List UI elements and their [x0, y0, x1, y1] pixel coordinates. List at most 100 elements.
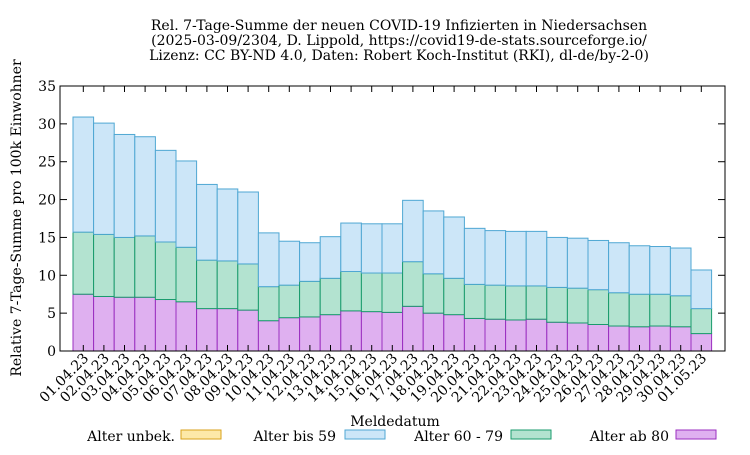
bar-segment [196, 259, 218, 310]
legend-swatch [344, 429, 386, 440]
legend-label: Alter ab 80 [589, 429, 669, 445]
bar-segment [690, 269, 713, 310]
bar-segment [113, 133, 136, 238]
bar-segment [340, 222, 362, 273]
bar-segment [154, 149, 177, 243]
x-axis-label: Meldedatum [350, 414, 440, 430]
legend-label: Alter unbek. [86, 429, 175, 445]
bar-segment [319, 236, 342, 279]
bar-segment [134, 235, 156, 298]
bar-segment [422, 210, 445, 275]
bar-segment [257, 232, 280, 288]
chart-title-line: Lizenz: CC BY-ND 4.0, Daten: Robert Koch… [149, 48, 649, 64]
legend-swatch [180, 429, 222, 440]
legend-label: Alter bis 59 [252, 429, 336, 445]
bar-segment [154, 299, 177, 352]
y-ticks: 0 5 10 15 20 25 30 35 [38, 79, 725, 360]
bar-segment [566, 237, 589, 289]
bar-segment [216, 260, 239, 310]
bar-segment [484, 230, 507, 286]
chart-title: Rel. 7-Tage-Summe der neuen COVID-19 Inf… [149, 18, 649, 64]
bar-segment [628, 293, 651, 328]
bar-segment [175, 160, 198, 248]
bar-segment [381, 223, 404, 274]
bar-segment [463, 283, 486, 319]
bar-segment [649, 246, 671, 295]
bar-segment [463, 227, 486, 285]
bar-segment [72, 231, 95, 295]
bar-segment [402, 261, 424, 307]
y-tick-label: 20 [38, 193, 56, 209]
bar-segment [525, 230, 548, 287]
bar-segment [216, 308, 239, 352]
bar-segment [690, 308, 713, 335]
legend-swatch [675, 429, 717, 440]
bar-segment [93, 295, 115, 352]
chart-title-line: Rel. 7-Tage-Summe der neuen COVID-19 Inf… [151, 18, 647, 34]
y-tick-label: 35 [38, 79, 56, 95]
bar-segment [360, 272, 383, 313]
bar-segment [443, 277, 465, 316]
bar-segment [237, 309, 259, 352]
bar-segment [154, 241, 177, 301]
bar-segment [113, 236, 136, 298]
bar-segment [525, 285, 548, 320]
bar-segment [237, 263, 259, 311]
bar-segment [319, 277, 342, 316]
bar-segment [93, 233, 115, 297]
legend-swatch [510, 429, 552, 440]
bar-segment [608, 242, 630, 294]
y-tick-label: 30 [38, 117, 56, 133]
bar-segment [484, 284, 507, 320]
bar-segment [402, 305, 424, 352]
bar-segment [505, 285, 527, 321]
bar-segment [443, 216, 465, 279]
legend: Alter unbek. Alter bis 59 Alter 60 - 79 Alt… [86, 429, 717, 445]
bar-segment [196, 183, 218, 261]
bars [72, 116, 713, 352]
bar-segment [546, 236, 568, 288]
bar-segment [196, 308, 218, 352]
bar-segment [216, 188, 239, 262]
bar-segment [340, 271, 362, 312]
bar-segment [175, 301, 198, 352]
bar-segment [628, 245, 651, 295]
y-tick-label: 0 [47, 344, 56, 360]
bar-segment [402, 199, 424, 263]
y-tick-label: 15 [38, 230, 56, 246]
y-axis-label: Relative 7-Tage-Summe pro 100k Einwohner [9, 59, 25, 377]
bar-segment [566, 287, 589, 324]
bar-segment [608, 292, 630, 327]
bar-segment [72, 293, 95, 352]
bar-segment [278, 284, 301, 319]
bar-segment [669, 295, 692, 328]
bar-segment [587, 239, 610, 291]
bar-segment [134, 136, 156, 237]
bar-segment [505, 230, 527, 287]
bar-segment [113, 296, 136, 352]
y-tick-label: 10 [38, 268, 56, 284]
bar-segment [422, 273, 445, 314]
bar-segment [237, 191, 259, 265]
y-tick-label: 25 [38, 155, 56, 171]
bar-segment [649, 293, 671, 327]
chart-title-line: (2025-03-09/2304, D. Lippold, https://co… [151, 33, 647, 49]
bar-segment [299, 280, 321, 318]
bar-segment [175, 246, 198, 303]
bar-segment [72, 116, 95, 233]
y-tick-label: 5 [47, 306, 56, 322]
bar-segment [587, 289, 610, 325]
bar-segment [134, 296, 156, 352]
bar-segment [278, 240, 301, 286]
x-ticks: 01.04.2302.04.2303.04.2304.04.2305.04.23… [37, 86, 710, 406]
bar-segment [669, 247, 692, 297]
bar-segment [257, 286, 280, 322]
bar-segment [299, 242, 321, 282]
legend-label: Alter 60 - 79 [413, 429, 503, 445]
bar-segment [340, 310, 362, 352]
bar-segment [360, 223, 383, 274]
bar-segment [93, 122, 115, 235]
bar-segment [546, 286, 568, 323]
bar-segment [381, 272, 404, 313]
